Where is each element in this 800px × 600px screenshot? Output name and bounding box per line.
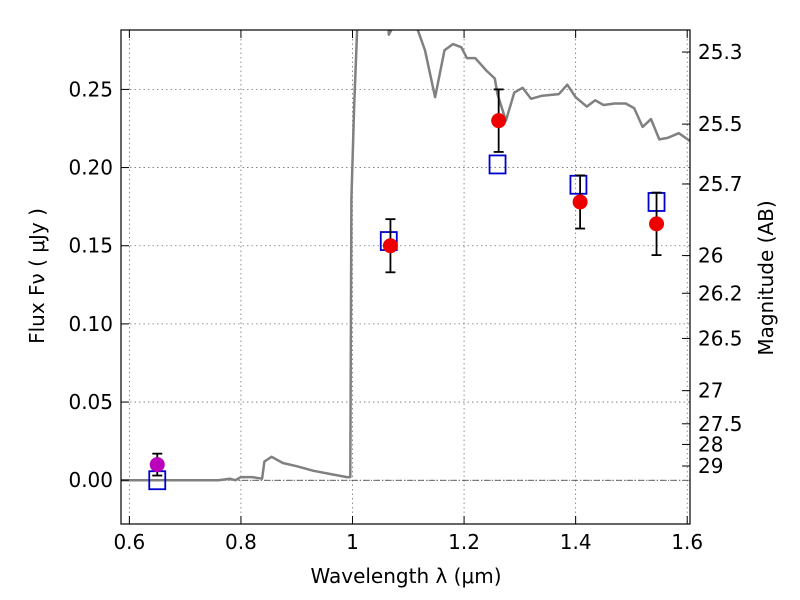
mag-tick-label: 26.5 [698,326,743,350]
observed-flux-point [649,216,665,232]
x-tick-label: 1 [346,530,359,554]
observed-flux-point [572,194,588,210]
mag-tick-label: 26.2 [698,281,743,305]
x-axis-label: Wavelength λ (μm) [310,564,501,588]
x-tick-label: 1.2 [448,530,480,554]
x-tick-label: 0.8 [225,530,257,554]
plot-frame [120,29,691,525]
mag-tick-label: 25.5 [698,112,743,136]
model-spectrum-line [121,30,690,482]
y-axis-label: Flux Fν ( μJy ) [25,208,49,344]
mag-tick-label: 25.7 [698,172,743,196]
observed-flux-point [382,238,398,254]
y-tick-label: 0.20 [68,156,113,180]
model-flux-square [488,154,507,175]
observed-flux-point [149,457,165,473]
mag-tick-label: 27 [698,379,723,403]
x-tick-label: 1.6 [671,530,703,554]
mag-tick-label: 25.3 [698,40,743,64]
ticks-layer: 0.6 0.8 1 1.2 1.4 1.6 0.00 0.05 0.10 0.15 0.20 0.25… [68,30,743,554]
mag-tick-label: 27.5 [698,412,743,436]
y-tick-label: 0.15 [68,234,113,258]
x-tick-label: 0.6 [113,530,145,554]
mag-tick-label: 29 [698,454,723,478]
y-tick-label: 0.25 [68,77,113,101]
mag-tick-label: 26 [698,244,723,268]
model-flux-square [569,174,588,195]
mag-tick-label: 28 [698,432,723,456]
y2-axis-label: Magnitude (AB) [754,200,778,355]
y-tick-label: 0.10 [68,312,113,336]
y-tick-label: 0.05 [68,390,113,414]
y-tick-label: 0.00 [68,468,113,492]
x-tick-label: 1.4 [560,530,592,554]
observed-flux-point [491,113,507,129]
data-layer [121,30,690,491]
